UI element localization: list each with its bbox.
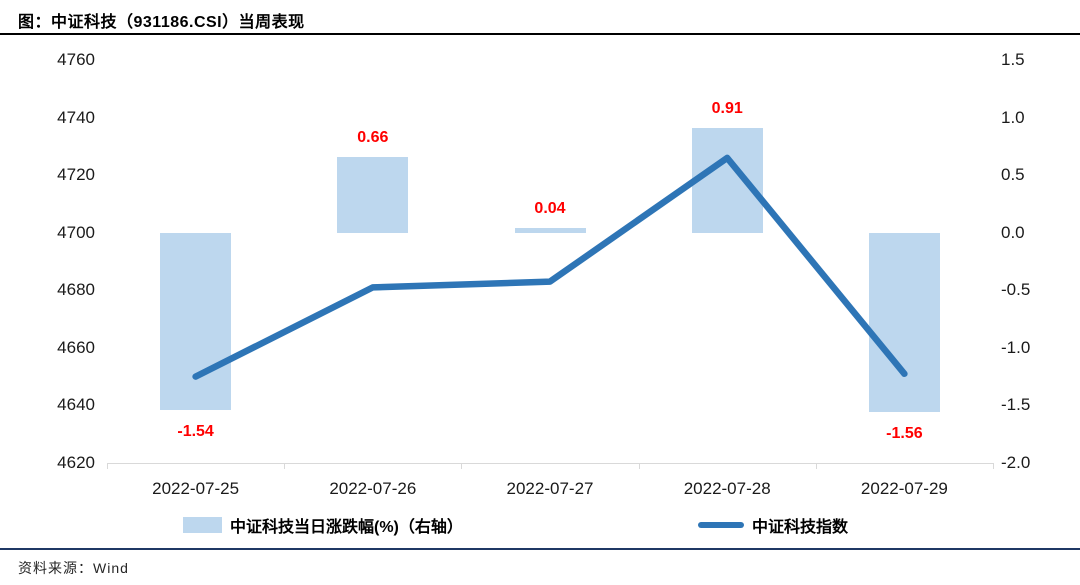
left-axis-tick-label: 4720: [57, 165, 95, 185]
right-axis-tick-label: -0.5: [1001, 280, 1031, 300]
bar-value-label: 0.04: [534, 200, 566, 218]
x-axis-tick: [461, 463, 463, 469]
left-axis-tick-label: 4680: [57, 280, 95, 300]
legend-line-label: 中证科技指数: [752, 519, 849, 536]
bar: [868, 232, 940, 413]
left-axis-tick-label: 4700: [57, 222, 95, 242]
x-axis-tick: [284, 463, 286, 469]
x-axis-tick: [815, 463, 817, 469]
legend-item-line-series: 中证科技指数: [698, 509, 848, 541]
line-series-swatch-icon: [698, 522, 744, 528]
right-axis-tick-label: -1.5: [1001, 395, 1031, 415]
left-axis-tick-label: 4760: [57, 50, 95, 69]
x-axis-label: 2022-07-27: [506, 479, 594, 498]
bar-value-label: -1.54: [177, 423, 214, 441]
left-axis-tick-label: 4660: [57, 337, 95, 357]
title-divider: [0, 33, 1080, 35]
bar-value-label: 0.91: [711, 99, 743, 117]
legend-item-bar-series: 中证科技当日涨跌幅(%)（右轴）: [183, 509, 463, 541]
bar-value-label: 0.66: [357, 128, 389, 146]
x-axis-label: 2022-07-25: [152, 479, 240, 498]
bar: [337, 156, 409, 233]
x-axis-label: 2022-07-29: [860, 479, 948, 498]
x-axis-tick: [993, 463, 994, 469]
right-axis-tick-label: 1.5: [1001, 50, 1025, 69]
left-axis-tick-label: 4620: [57, 453, 95, 472]
right-axis-tick-label: 1.0: [1001, 107, 1025, 127]
legend-bar-label: 中证科技当日涨跌幅(%)（右轴）: [230, 519, 463, 536]
right-axis-tick-label: 0.0: [1001, 222, 1025, 242]
bar: [160, 232, 232, 411]
bar: [691, 127, 763, 233]
x-axis-label: 2022-07-26: [329, 479, 417, 498]
bar-series-swatch-icon: [183, 517, 222, 533]
bottom-divider: [0, 548, 1080, 550]
index-line: [192, 154, 908, 380]
source-note: 资料来源：Wind: [18, 560, 129, 576]
bar-value-label: -1.56: [886, 425, 923, 443]
left-axis-tick-label: 4740: [57, 107, 95, 127]
x-axis-tick: [638, 463, 640, 469]
right-axis-tick-label: -2.0: [1001, 453, 1031, 472]
legend: 中证科技当日涨跌幅(%)（右轴） 中证科技指数: [0, 509, 1080, 541]
right-axis-tick-label: 0.5: [1001, 165, 1025, 185]
right-axis-tick-label: -1.0: [1001, 337, 1031, 357]
x-axis-line: [107, 463, 993, 464]
x-axis-tick: [107, 463, 108, 469]
bar: [514, 228, 586, 233]
chart-title: 图：中证科技（931186.CSI）当周表现: [18, 14, 305, 31]
left-axis-tick-label: 4640: [57, 395, 95, 415]
x-axis-label: 2022-07-28: [683, 479, 771, 498]
